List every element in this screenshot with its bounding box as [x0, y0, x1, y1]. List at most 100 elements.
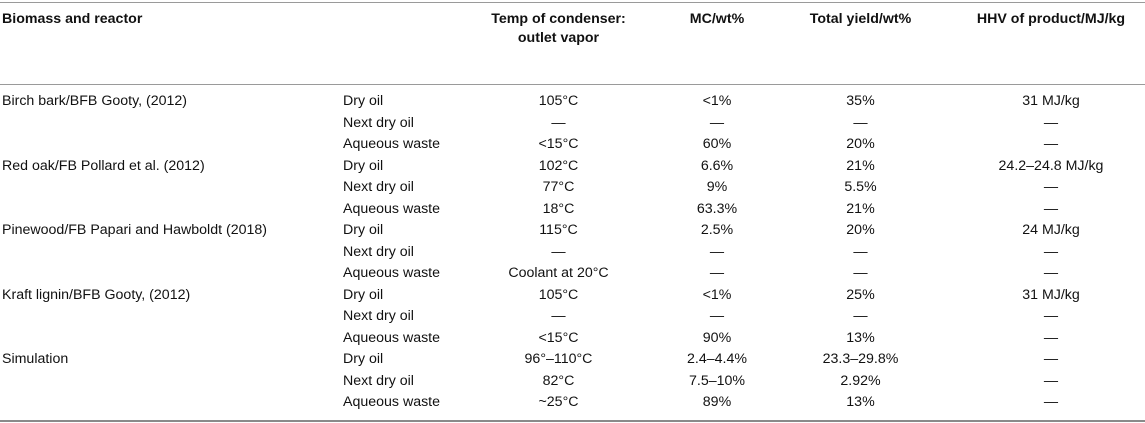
cell-mc: —: [709, 243, 725, 260]
cell-stream: Aqueous waste: [343, 394, 441, 410]
cell-biomass: Pinewood/FB Papari and Hawboldt (2018): [2, 222, 267, 238]
cell-mc: —: [709, 308, 725, 324]
cell-hhv: —: [1043, 329, 1059, 346]
header-total-yield: Total yield/wt%: [809, 11, 912, 27]
cell-hhv: —: [1043, 308, 1059, 324]
header-temp-condenser: Temp of condenser: outlet vapor: [491, 11, 626, 46]
cell-yield: 35%: [846, 93, 875, 109]
table-row: Next dry oil — — — —: [0, 242, 1145, 264]
cell-mc: 7.5–10%: [688, 372, 745, 389]
cell-hhv: —: [1043, 114, 1059, 131]
cell-biomass: Simulation: [2, 351, 69, 367]
cell-mc: 60%: [702, 136, 732, 152]
table-row: Kraft lignin/BFB Gooty, (2012) Dry oil 105…: [0, 285, 1145, 307]
cell-stream: Dry oil: [343, 93, 384, 109]
cell-stream: Next dry oil: [343, 179, 414, 195]
cell-yield: 23.3–29.8%: [822, 351, 899, 367]
bottom-rule: [0, 420, 1145, 422]
cell-yield: —: [853, 308, 868, 324]
cell-temp: 77°C: [542, 179, 575, 195]
cell-temp: 82°C: [542, 372, 575, 389]
cell-hhv: —: [1043, 179, 1059, 195]
table-row: Aqueous waste <15°C 60% 20% —: [0, 134, 1145, 156]
cell-stream: Dry oil: [343, 351, 384, 367]
cell-hhv: —: [1043, 136, 1059, 152]
cell-mc: 90%: [702, 329, 732, 346]
cell-temp: 105°C: [538, 286, 579, 303]
cell-temp: Coolant at 20°C: [508, 265, 609, 281]
header-biomass-reactor: Biomass and reactor: [2, 11, 143, 27]
cell-temp: 18°C: [542, 200, 575, 217]
cell-temp: 115°C: [539, 222, 578, 238]
cell-temp: 96°–110°C: [524, 351, 593, 367]
cell-yield: —: [853, 114, 868, 131]
cell-mc: 89%: [702, 394, 732, 410]
cell-stream: Next dry oil: [343, 243, 414, 260]
table-row: Aqueous waste ~25°C 89% 13% —: [0, 392, 1145, 414]
header-mc: MC/wt%: [689, 11, 745, 27]
cell-mc: <1%: [702, 286, 732, 303]
cell-mc: 6.6%: [700, 157, 734, 174]
cell-temp: 105°C: [538, 93, 579, 109]
cell-mc: <1%: [702, 93, 732, 109]
table-row: Next dry oil 77°C 9% 5.5% —: [0, 177, 1145, 199]
cell-hhv: —: [1043, 394, 1059, 410]
table-row: Aqueous waste <15°C 90% 13% —: [0, 328, 1145, 350]
cell-yield: 20%: [846, 222, 875, 238]
cell-temp: —: [551, 243, 566, 260]
cell-yield: 2.92%: [840, 372, 881, 389]
cell-stream: Aqueous waste: [343, 265, 441, 281]
table-row: Next dry oil 82°C 7.5–10% 2.92% —: [0, 371, 1145, 393]
cell-yield: 20%: [846, 136, 875, 152]
header-rule: [0, 84, 1145, 85]
cell-mc: —: [709, 265, 725, 281]
cell-temp: —: [551, 308, 566, 324]
cell-yield: 13%: [846, 394, 875, 410]
cell-yield: —: [853, 243, 868, 260]
cell-yield: 25%: [846, 286, 875, 303]
cell-stream: Dry oil: [343, 222, 384, 238]
cell-temp: <15°C: [538, 329, 579, 346]
cell-temp: <15°C: [538, 136, 579, 152]
cell-hhv: —: [1043, 200, 1059, 217]
cell-stream: Dry oil: [343, 157, 384, 174]
cell-hhv: —: [1043, 243, 1059, 260]
cell-biomass: Birch bark/BFB Gooty, (2012): [2, 93, 188, 109]
table-row: Birch bark/BFB Gooty, (2012) Dry oil 105°C…: [0, 91, 1145, 113]
cell-hhv: —: [1043, 372, 1059, 389]
cell-temp: 102°C: [538, 157, 579, 174]
cell-hhv: 24.2–24.8 MJ/kg: [998, 157, 1104, 174]
cell-temp: —: [551, 114, 566, 131]
cell-biomass: Kraft lignin/BFB Gooty, (2012): [2, 286, 191, 303]
table-row: Pinewood/FB Papari and Hawboldt (2018) Dr…: [0, 220, 1145, 242]
table-body: Birch bark/BFB Gooty, (2012) Dry oil 105°C…: [0, 91, 1145, 414]
cell-mc: —: [709, 114, 725, 131]
table-row: Aqueous waste 18°C 63.3% 21% —: [0, 199, 1145, 221]
cell-mc: 2.5%: [700, 222, 734, 238]
cell-stream: Aqueous waste: [343, 329, 441, 346]
table-row: Next dry oil — — — —: [0, 306, 1145, 328]
table-row: Red oak/FB Pollard et al. (2012) Dry oil 1…: [0, 156, 1145, 178]
table-row: Aqueous waste Coolant at 20°C — — —: [0, 263, 1145, 285]
cell-mc: 9%: [706, 179, 728, 195]
cell-yield: 21%: [846, 157, 875, 174]
cell-yield: 5.5%: [844, 179, 877, 195]
header-hhv: HHV of product/MJ/kg: [976, 11, 1126, 27]
cell-hhv: 31 MJ/kg: [1022, 286, 1080, 303]
cell-stream: Next dry oil: [343, 114, 414, 131]
cell-hhv: —: [1043, 265, 1059, 281]
cell-stream: Aqueous waste: [343, 200, 441, 217]
cell-yield: 13%: [846, 329, 875, 346]
cell-hhv: 24 MJ/kg: [1022, 222, 1080, 238]
cell-stream: Next dry oil: [343, 308, 414, 324]
top-rule: [0, 2, 1145, 3]
cell-mc: 2.4–4.4%: [687, 351, 747, 367]
cell-biomass: Red oak/FB Pollard et al. (2012): [2, 157, 205, 174]
cell-mc: 63.3%: [696, 200, 738, 217]
cell-stream: Dry oil: [343, 286, 384, 303]
cell-stream: Aqueous waste: [343, 136, 441, 152]
table-row: Next dry oil — — — —: [0, 113, 1145, 135]
table-row: Simulation Dry oil 96°–110°C 2.4–4.4% 23.3–2…: [0, 349, 1145, 371]
table-header: Biomass and reactor Temp of condenser: o…: [0, 10, 1145, 82]
